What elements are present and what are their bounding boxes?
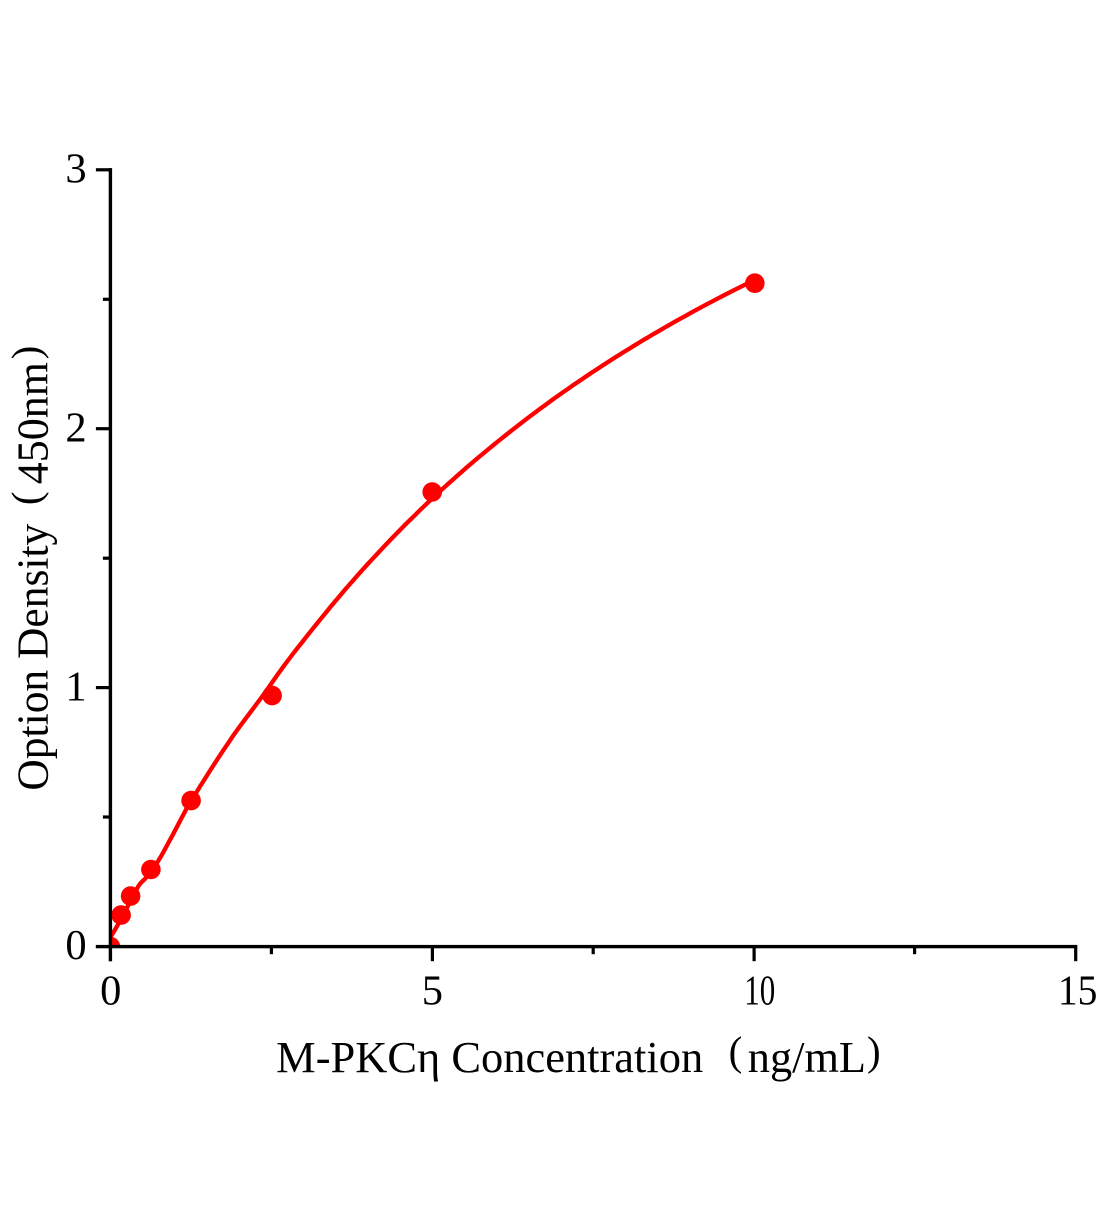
svg-text:5: 5 (422, 968, 443, 1015)
svg-text:10: 10 (744, 968, 775, 1015)
svg-text:450nm: 450nm (9, 362, 58, 484)
svg-text:3: 3 (65, 146, 86, 193)
svg-text:(: ( (729, 1028, 743, 1074)
svg-text:2: 2 (65, 404, 86, 451)
svg-text:0: 0 (100, 968, 121, 1015)
svg-text:0: 0 (65, 922, 86, 969)
svg-text:M-PKCη Concentration: M-PKCη Concentration (276, 1033, 703, 1082)
svg-text:(: ( (3, 491, 49, 505)
svg-text:1: 1 (65, 663, 86, 710)
svg-text:): ) (3, 346, 49, 360)
svg-text:): ) (867, 1028, 881, 1074)
svg-text:Option Density: Option Density (9, 524, 58, 791)
svg-text:ng/mL: ng/mL (748, 1033, 866, 1082)
svg-text:15: 15 (1058, 968, 1098, 1015)
